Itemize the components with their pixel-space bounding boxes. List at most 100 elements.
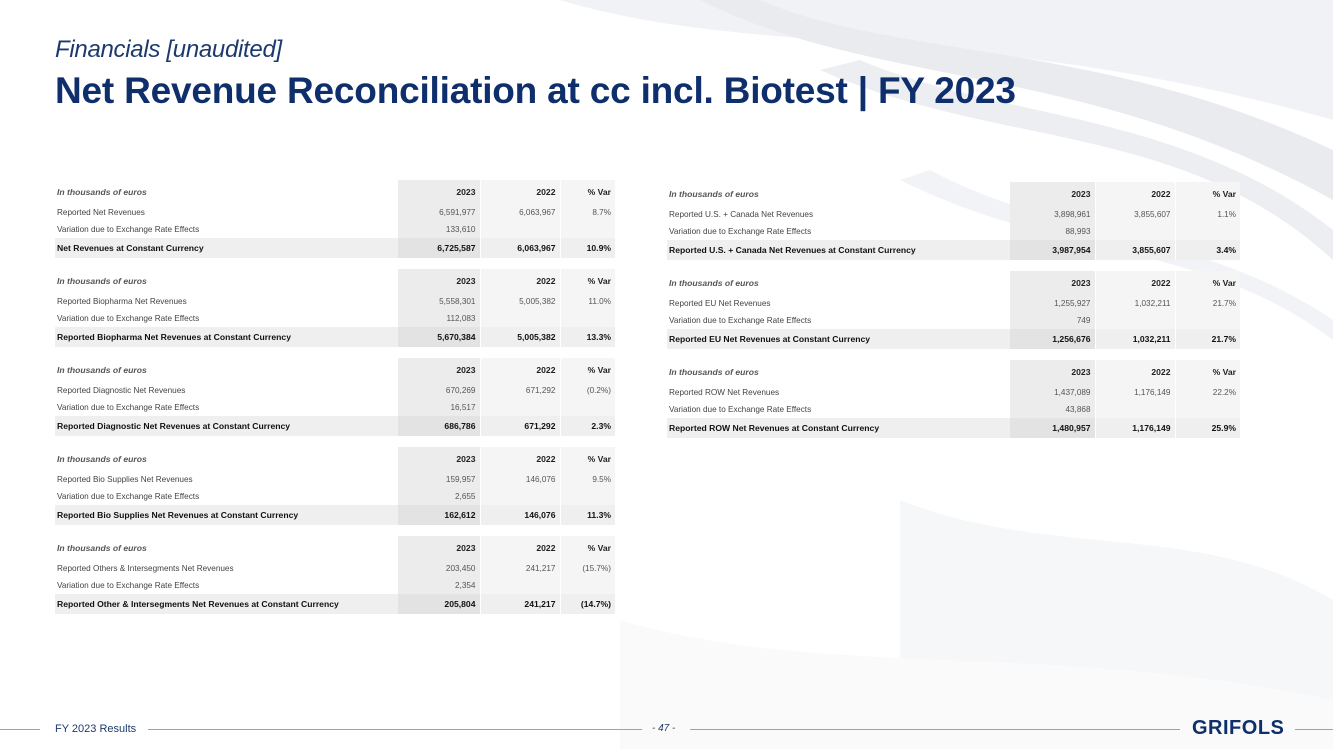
table-header-row: In thousands of euros 2023 2022% Var <box>55 269 615 293</box>
table-header-row: In thousands of euros 2023 2022% Var <box>55 180 615 204</box>
header-2023: 2023 <box>398 269 481 293</box>
table-header-row: In thousands of euros 2023 2022% Var <box>667 182 1240 206</box>
header-2022: 2022 <box>480 180 561 204</box>
total-2022: 5,005,382 <box>480 327 561 347</box>
revenue-table: In thousands of euros 2023 2022% Var Report… <box>55 180 615 258</box>
total-row: Reported Biopharma Net Revenues at Const… <box>55 327 615 347</box>
total-var: 11.3% <box>560 505 615 525</box>
header-var: % Var <box>560 447 615 471</box>
table-row: Variation due to Exchange Rate Effects 74… <box>667 312 1240 329</box>
row-label: Reported Bio Supplies Net Revenues <box>57 475 193 484</box>
footer-divider-left <box>0 729 40 730</box>
total-label: Reported ROW Net Revenues at Constant Cu… <box>667 418 1010 438</box>
value-2022 <box>1095 312 1176 329</box>
total-label: Reported EU Net Revenues at Constant Cur… <box>667 329 1010 349</box>
unit-label: In thousands of euros <box>669 189 759 199</box>
header-var: % Var <box>1175 271 1240 295</box>
page-title: Net Revenue Reconciliation at cc incl. B… <box>55 70 1016 111</box>
value-2023: 88,993 <box>1010 223 1096 240</box>
value-2022: 3,855,607 <box>1095 206 1176 223</box>
value-2023: 133,610 <box>398 221 481 238</box>
table-header-row: In thousands of euros 2023 2022% Var <box>667 271 1240 295</box>
total-2023: 162,612 <box>398 505 481 525</box>
total-row: Reported Bio Supplies Net Revenues at Co… <box>55 505 615 525</box>
table-row: Reported Biopharma Net Revenues 5,558,301… <box>55 293 615 310</box>
value-var: (15.7%) <box>560 560 615 577</box>
row-label: Variation due to Exchange Rate Effects <box>57 314 200 323</box>
total-2022: 6,063,967 <box>480 238 561 258</box>
header-var: % Var <box>1175 360 1240 384</box>
row-label: Variation due to Exchange Rate Effects <box>57 492 200 501</box>
row-label: Reported ROW Net Revenues <box>669 388 780 397</box>
table-row: Reported U.S. + Canada Net Revenues 3,898… <box>667 206 1240 223</box>
value-var: 9.5% <box>560 471 615 488</box>
value-2022: 241,217 <box>480 560 561 577</box>
header-2023: 2023 <box>1010 182 1096 206</box>
value-2023: 3,898,961 <box>1010 206 1096 223</box>
total-2023: 3,987,954 <box>1010 240 1096 260</box>
total-row: Reported Diagnostic Net Revenues at Cons… <box>55 416 615 436</box>
header-2022: 2022 <box>480 536 561 560</box>
table-row: Reported ROW Net Revenues 1,437,089 1,176,… <box>667 384 1240 401</box>
grifols-logo: GRIFOLS <box>1192 717 1285 739</box>
value-var: (0.2%) <box>560 382 615 399</box>
value-2023: 670,269 <box>398 382 481 399</box>
value-2023: 2,655 <box>398 488 481 505</box>
table-row: Reported EU Net Revenues 1,255,927 1,032,2… <box>667 295 1240 312</box>
header-var: % Var <box>1175 182 1240 206</box>
table-row: Variation due to Exchange Rate Effects 16… <box>55 399 615 416</box>
revenue-table: In thousands of euros 2023 2022% Var Report… <box>55 358 615 436</box>
table-header-row: In thousands of euros 2023 2022% Var <box>667 360 1240 384</box>
header-2023: 2023 <box>1010 271 1096 295</box>
revenue-table: In thousands of euros 2023 2022% Var Report… <box>667 182 1240 260</box>
total-2022: 671,292 <box>480 416 561 436</box>
page-number: - 47 - <box>652 723 676 734</box>
total-var: 21.7% <box>1175 329 1240 349</box>
total-var: 25.9% <box>1175 418 1240 438</box>
value-2022 <box>1095 223 1176 240</box>
right-tables: In thousands of euros 2023 2022% Var Report… <box>667 182 1240 449</box>
total-2023: 686,786 <box>398 416 481 436</box>
value-2023: 112,083 <box>398 310 481 327</box>
table-row: Variation due to Exchange Rate Effects 2,… <box>55 577 615 594</box>
header-2023: 2023 <box>398 180 481 204</box>
total-label: Reported Biopharma Net Revenues at Const… <box>55 327 398 347</box>
table-row: Reported Diagnostic Net Revenues 670,269 6… <box>55 382 615 399</box>
table-row: Variation due to Exchange Rate Effects 2,… <box>55 488 615 505</box>
total-2023: 205,804 <box>398 594 481 614</box>
value-var <box>560 577 615 594</box>
total-2022: 146,076 <box>480 505 561 525</box>
value-2023: 6,591,977 <box>398 204 481 221</box>
total-row: Reported EU Net Revenues at Constant Cur… <box>667 329 1240 349</box>
value-var: 21.7% <box>1175 295 1240 312</box>
value-2022: 6,063,967 <box>480 204 561 221</box>
value-2023: 16,517 <box>398 399 481 416</box>
unit-label: In thousands of euros <box>57 276 147 286</box>
value-var: 1.1% <box>1175 206 1240 223</box>
revenue-table: In thousands of euros 2023 2022% Var Report… <box>55 536 615 614</box>
total-2022: 3,855,607 <box>1095 240 1176 260</box>
footer-report-name: FY 2023 Results <box>55 723 137 735</box>
total-2022: 1,176,149 <box>1095 418 1176 438</box>
total-2022: 1,032,211 <box>1095 329 1176 349</box>
value-var <box>1175 223 1240 240</box>
total-var: 10.9% <box>560 238 615 258</box>
header-2022: 2022 <box>480 447 561 471</box>
row-label: Reported EU Net Revenues <box>669 299 771 308</box>
footer-divider-mid-right <box>690 729 1180 730</box>
row-label: Reported U.S. + Canada Net Revenues <box>669 210 814 219</box>
total-label: Reported Diagnostic Net Revenues at Cons… <box>55 416 398 436</box>
total-label: Reported U.S. + Canada Net Revenues at C… <box>667 240 1010 260</box>
revenue-table: In thousands of euros 2023 2022% Var Report… <box>55 269 615 347</box>
value-2023: 749 <box>1010 312 1096 329</box>
unit-label: In thousands of euros <box>669 278 759 288</box>
revenue-table: In thousands of euros 2023 2022% Var Report… <box>667 271 1240 349</box>
value-var: 8.7% <box>560 204 615 221</box>
left-tables: In thousands of euros 2023 2022% Var Report… <box>55 180 615 625</box>
value-2023: 1,255,927 <box>1010 295 1096 312</box>
header-2023: 2023 <box>398 536 481 560</box>
value-var: 22.2% <box>1175 384 1240 401</box>
value-2022 <box>480 310 561 327</box>
total-2023: 6,725,587 <box>398 238 481 258</box>
unit-label: In thousands of euros <box>57 187 147 197</box>
